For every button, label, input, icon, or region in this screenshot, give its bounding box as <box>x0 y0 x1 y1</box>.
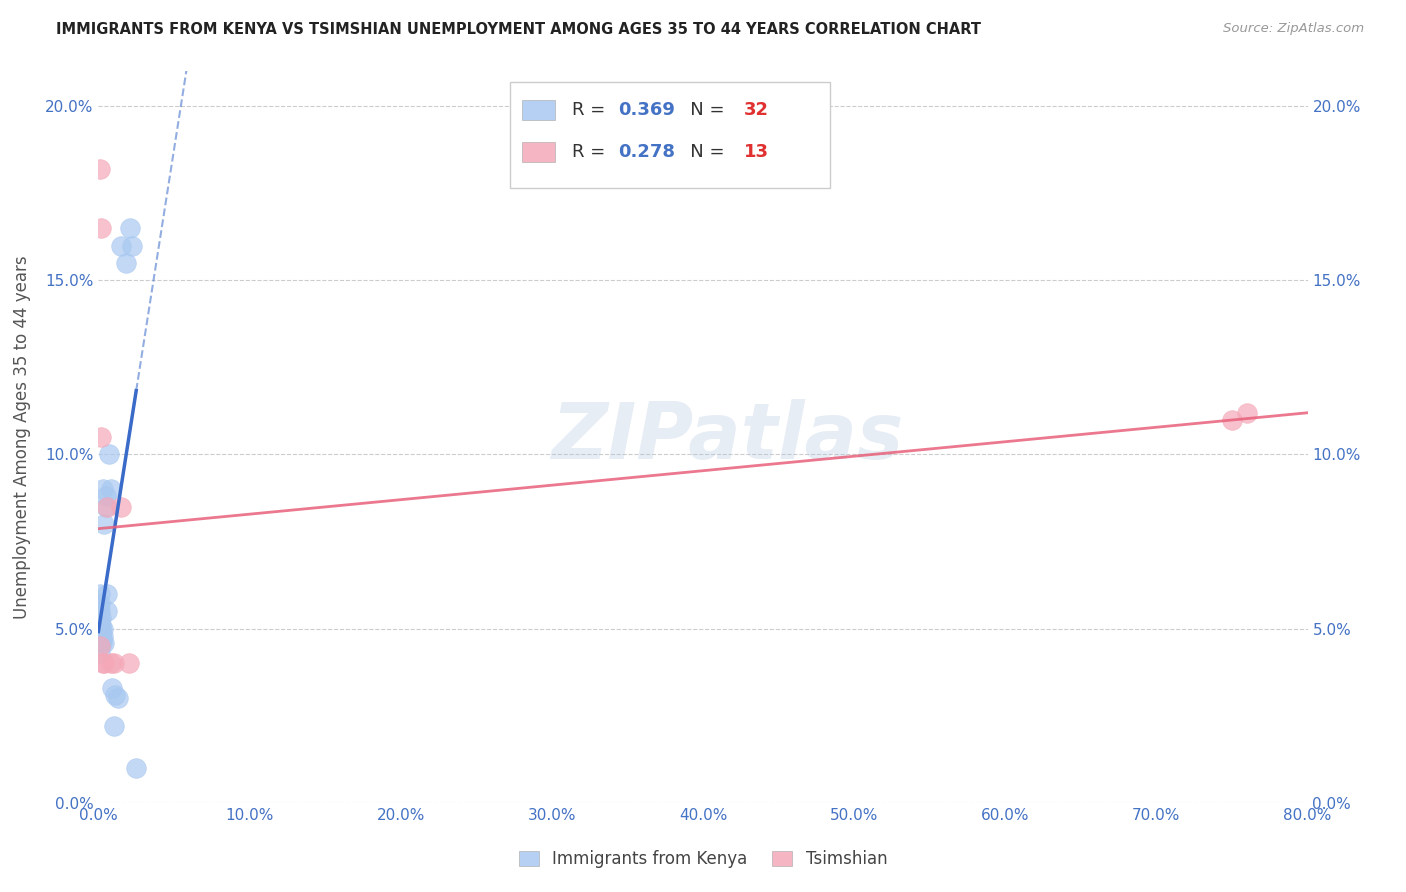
Text: 0.278: 0.278 <box>619 143 675 161</box>
Point <box>93 657 115 671</box>
Point <box>93 635 115 649</box>
Point <box>96 587 118 601</box>
Point <box>89 604 111 618</box>
Point <box>90 221 112 235</box>
Point <box>89 615 111 629</box>
Point <box>89 646 111 660</box>
Point <box>90 430 112 444</box>
Text: N =: N = <box>673 101 730 120</box>
Point <box>120 221 142 235</box>
Text: R =: R = <box>572 143 612 161</box>
Text: 0.369: 0.369 <box>619 101 675 120</box>
Point <box>107 691 129 706</box>
Point <box>93 517 115 532</box>
Point <box>104 688 127 702</box>
Point <box>110 500 132 514</box>
Point <box>98 448 121 462</box>
Text: ZIPatlas: ZIPatlas <box>551 399 903 475</box>
Point <box>101 681 124 695</box>
Point <box>90 611 112 625</box>
Point <box>125 761 148 775</box>
Y-axis label: Unemployment Among Ages 35 to 44 years: Unemployment Among Ages 35 to 44 years <box>13 255 31 619</box>
Legend: Immigrants from Kenya, Tsimshian: Immigrants from Kenya, Tsimshian <box>512 844 894 875</box>
FancyBboxPatch shape <box>522 100 555 120</box>
Point <box>91 483 114 497</box>
Point <box>89 597 111 611</box>
Text: 32: 32 <box>744 101 769 120</box>
Point <box>90 632 112 646</box>
FancyBboxPatch shape <box>522 142 555 162</box>
Point <box>89 161 111 176</box>
Point <box>96 500 118 514</box>
Point <box>1220 412 1243 426</box>
Point <box>103 657 125 671</box>
Point <box>91 629 114 643</box>
Text: Source: ZipAtlas.com: Source: ZipAtlas.com <box>1223 22 1364 36</box>
Point <box>118 657 141 671</box>
Point <box>121 238 143 252</box>
Point <box>100 483 122 497</box>
Text: N =: N = <box>673 143 730 161</box>
Text: R =: R = <box>572 101 612 120</box>
Point <box>91 635 114 649</box>
Point <box>1236 406 1258 420</box>
Point <box>100 657 122 671</box>
Point <box>91 622 114 636</box>
Point <box>89 587 111 601</box>
Text: 13: 13 <box>744 143 769 161</box>
Point <box>94 489 117 503</box>
Point <box>94 500 117 514</box>
Point <box>110 238 132 252</box>
Point <box>90 625 112 640</box>
Point <box>114 256 136 270</box>
Point <box>103 719 125 733</box>
Point <box>91 657 114 671</box>
FancyBboxPatch shape <box>509 82 830 188</box>
Point <box>90 618 112 632</box>
Point <box>89 639 111 653</box>
Point <box>90 622 112 636</box>
Point <box>89 618 111 632</box>
Point <box>96 604 118 618</box>
Text: IMMIGRANTS FROM KENYA VS TSIMSHIAN UNEMPLOYMENT AMONG AGES 35 TO 44 YEARS CORREL: IMMIGRANTS FROM KENYA VS TSIMSHIAN UNEMP… <box>56 22 981 37</box>
